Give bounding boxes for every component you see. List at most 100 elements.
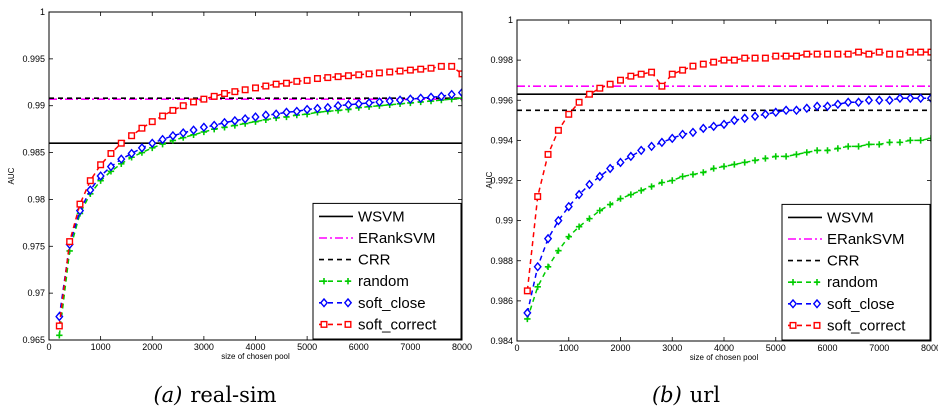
point-soft-correct [406, 66, 414, 74]
x-tick-label: 1000 [91, 342, 111, 352]
point-soft-close [96, 171, 105, 181]
point-soft-correct [107, 150, 115, 158]
point-soft-close [137, 142, 147, 153]
plot-lines [49, 62, 462, 339]
point-random [555, 247, 562, 254]
point-random [834, 145, 842, 152]
point-soft-correct [689, 62, 697, 70]
point-soft-correct [699, 60, 707, 68]
legend-marker-random [320, 278, 328, 285]
point-random [617, 195, 624, 202]
x-tick-label: 5000 [297, 342, 317, 352]
point-soft-close [709, 121, 718, 132]
point-soft-correct [303, 76, 311, 84]
point-soft-close [364, 98, 374, 108]
legend-marker-soft-correct [789, 321, 797, 329]
point-random [720, 163, 728, 170]
point-soft-close [189, 125, 198, 135]
point-random [876, 141, 883, 148]
point-random [896, 139, 904, 146]
y-tick-label: 0.986 [490, 296, 513, 306]
plot-lines [517, 48, 931, 323]
point-soft-correct [927, 48, 931, 56]
point-soft-close [127, 148, 136, 159]
point-soft-close [906, 93, 915, 104]
y-tick-label: 1 [508, 15, 513, 25]
legend-marker-random [813, 279, 821, 286]
point-soft-correct [458, 70, 462, 78]
point-soft-correct [886, 50, 894, 58]
point-soft-close [616, 157, 625, 168]
y-tick-label: 0.97 [27, 288, 45, 298]
point-soft-close [574, 189, 584, 200]
point-soft-correct [834, 50, 842, 58]
point-random [824, 147, 831, 154]
point-soft-close [854, 97, 863, 108]
x-axis-label: size of chosen pool [690, 353, 759, 362]
point-random [606, 201, 614, 208]
point-soft-correct [534, 193, 542, 201]
caption-a: (a) real-sim [153, 383, 276, 407]
point-soft-correct [117, 139, 125, 147]
legend-label-crr: CRR [358, 252, 391, 269]
point-soft-correct [365, 70, 373, 78]
legend: WSVM ERankSVM CRR random soft_close soft_corr… [781, 203, 931, 341]
legend-label-crr: CRR [827, 253, 860, 270]
legend-marker-soft-correct [320, 320, 328, 328]
point-soft-correct [334, 73, 342, 81]
point-soft-correct [355, 71, 363, 79]
point-soft-close [730, 115, 739, 126]
point-soft-correct [875, 48, 883, 56]
point-soft-close [282, 107, 291, 118]
point-soft-correct [396, 67, 404, 75]
point-soft-correct [575, 98, 583, 106]
point-soft-close [261, 110, 270, 120]
point-soft-close [457, 87, 462, 98]
point-random [534, 283, 541, 291]
series-line-soft-close [58, 91, 462, 317]
point-soft-close [678, 129, 687, 140]
chart-real-sim: 0 1000 2000 3000 4000 5000 6000 7000 8000 0.965 0.… [7, 7, 472, 361]
point-soft-correct [344, 72, 352, 80]
point-soft-close [626, 151, 635, 162]
series-line-random [58, 97, 462, 336]
legend-marker-soft-close [812, 298, 822, 309]
point-soft-close [606, 163, 615, 174]
y-tick-label: 0.984 [490, 336, 513, 346]
x-tick-label: 7000 [400, 342, 420, 352]
y-axis-label: AUC [7, 167, 16, 184]
point-random [544, 263, 552, 270]
point-soft-correct [448, 62, 456, 70]
x-tick-label: 6000 [349, 342, 369, 352]
point-soft-close [354, 98, 363, 109]
point-soft-correct [251, 84, 259, 92]
point-soft-correct [668, 70, 676, 78]
point-soft-correct [282, 79, 290, 87]
point-soft-correct [720, 56, 728, 64]
point-soft-close [117, 154, 126, 165]
legend-marker-soft-correct [813, 321, 821, 329]
point-soft-correct [210, 92, 218, 100]
point-random [565, 233, 572, 240]
x-tick-label: 1000 [559, 343, 579, 353]
legend-marker-random [789, 279, 797, 286]
point-soft-close [719, 119, 729, 130]
point-soft-close [426, 92, 436, 103]
point-random [845, 143, 852, 150]
legend-marker-soft-close [788, 298, 798, 309]
legend-marker-soft-close [319, 297, 329, 308]
point-soft-correct [272, 80, 280, 88]
point-soft-correct [66, 238, 74, 246]
point-soft-correct [761, 54, 769, 62]
point-random [458, 95, 462, 102]
point-soft-close [333, 100, 343, 111]
point-soft-correct [417, 65, 425, 73]
point-soft-correct [844, 50, 852, 58]
point-soft-close [833, 99, 842, 110]
point-soft-close [344, 99, 353, 110]
legend-marker-soft-close [343, 297, 353, 308]
point-random [751, 157, 759, 164]
x-tick-label: 0 [514, 343, 519, 353]
point-soft-close [148, 138, 157, 149]
point-soft-close [761, 109, 770, 120]
